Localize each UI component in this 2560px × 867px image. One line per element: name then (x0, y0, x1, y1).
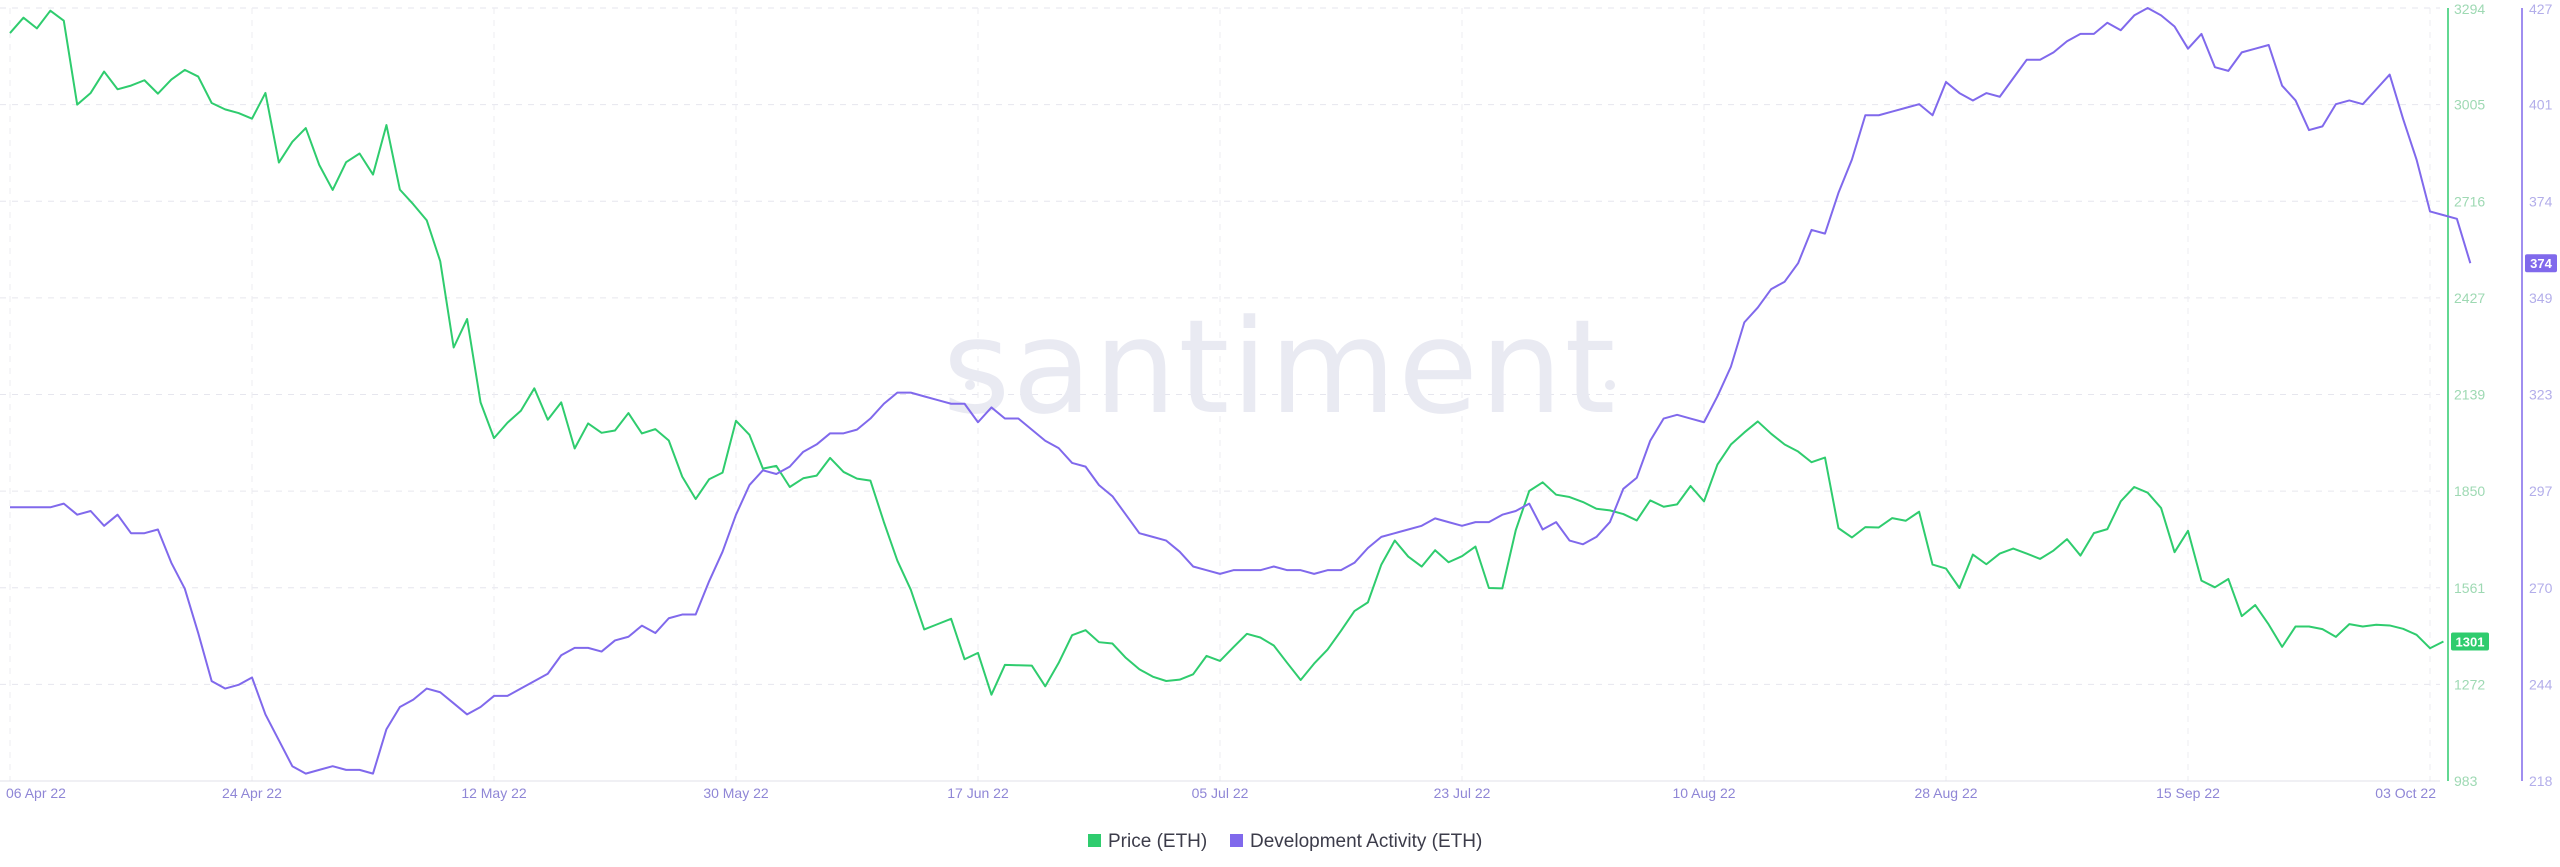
legend: Price (ETH) Development Activity (ETH) (1088, 831, 1482, 852)
dev-activity-series-line (10, 7, 2472, 775)
dev-tick-label: 297 (2529, 483, 2553, 499)
legend-label-dev: Development Activity (ETH) (1250, 831, 1482, 852)
dev-tick-label: 349 (2529, 290, 2553, 306)
dev-tick-label: 244 (2529, 676, 2553, 692)
legend-swatch-price (1088, 834, 1101, 847)
price-tick-label: 2427 (2454, 290, 2485, 306)
watermark-dot-right (1605, 380, 1615, 390)
dev-tick-label: 218 (2529, 773, 2553, 789)
x-tick-label: 06 Apr 22 (6, 785, 66, 801)
price-series-line (9, 9, 2444, 696)
x-tick-label: 23 Jul 22 (1434, 785, 1491, 801)
current-dev-label: 374 (2530, 256, 2552, 271)
x-tick-label: 30 May 22 (703, 785, 769, 801)
dev-tick-label: 270 (2529, 580, 2553, 596)
watermark-dot-left (965, 380, 975, 390)
legend-item-price[interactable]: Price (ETH) (1088, 831, 1207, 852)
price-tick-label: 3294 (2454, 1, 2485, 17)
price-tick-label: 2716 (2454, 193, 2485, 209)
price-tick-label: 983 (2454, 773, 2478, 789)
current-price-label: 1301 (2456, 635, 2485, 650)
dev-tick-label: 374 (2529, 193, 2553, 209)
price-tick-label: 1850 (2454, 483, 2485, 499)
price-tick-label: 1272 (2454, 676, 2485, 692)
x-axis-ticks: 06 Apr 22 24 Apr 22 12 May 22 30 May 22 17 J… (6, 785, 2436, 801)
legend-label-price: Price (ETH) (1108, 831, 1207, 852)
dev-tick-label: 323 (2529, 387, 2553, 403)
current-dev-badge: 374 (2525, 254, 2557, 273)
x-tick-label: 03 Oct 22 (2375, 785, 2436, 801)
dev-tick-label: 427 (2529, 1, 2553, 17)
price-axis-ticks: 3294 3005 2716 2427 2139 1850 1561 1272 983 (2454, 1, 2485, 789)
x-tick-label: 24 Apr 22 (222, 785, 282, 801)
dev-tick-label: 401 (2529, 97, 2553, 113)
dev-axis-ticks: 427 401 374 349 323 297 270 244 218 (2529, 1, 2553, 789)
watermark: santiment (943, 291, 1618, 443)
price-tick-label: 1561 (2454, 580, 2485, 596)
x-tick-label: 15 Sep 22 (2156, 785, 2220, 801)
x-tick-label: 10 Aug 22 (1672, 785, 1735, 801)
x-tick-label: 05 Jul 22 (1192, 785, 1249, 801)
legend-item-dev-activity[interactable]: Development Activity (ETH) (1230, 831, 1482, 852)
price-tick-label: 3005 (2454, 97, 2485, 113)
price-tick-label: 2139 (2454, 387, 2485, 403)
x-tick-label: 17 Jun 22 (947, 785, 1009, 801)
legend-swatch-dev (1230, 834, 1243, 847)
x-tick-label: 12 May 22 (461, 785, 527, 801)
current-price-badge: 1301 (2451, 632, 2489, 651)
grid (0, 7, 2440, 781)
x-tick-label: 28 Aug 22 (1914, 785, 1977, 801)
